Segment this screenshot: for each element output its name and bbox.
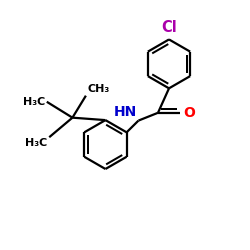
Text: Cl: Cl [161, 20, 177, 35]
Text: H₃C: H₃C [25, 138, 47, 148]
Text: HN: HN [114, 105, 137, 119]
Text: H₃C: H₃C [22, 97, 45, 107]
Text: CH₃: CH₃ [88, 84, 110, 94]
Text: O: O [183, 106, 195, 120]
